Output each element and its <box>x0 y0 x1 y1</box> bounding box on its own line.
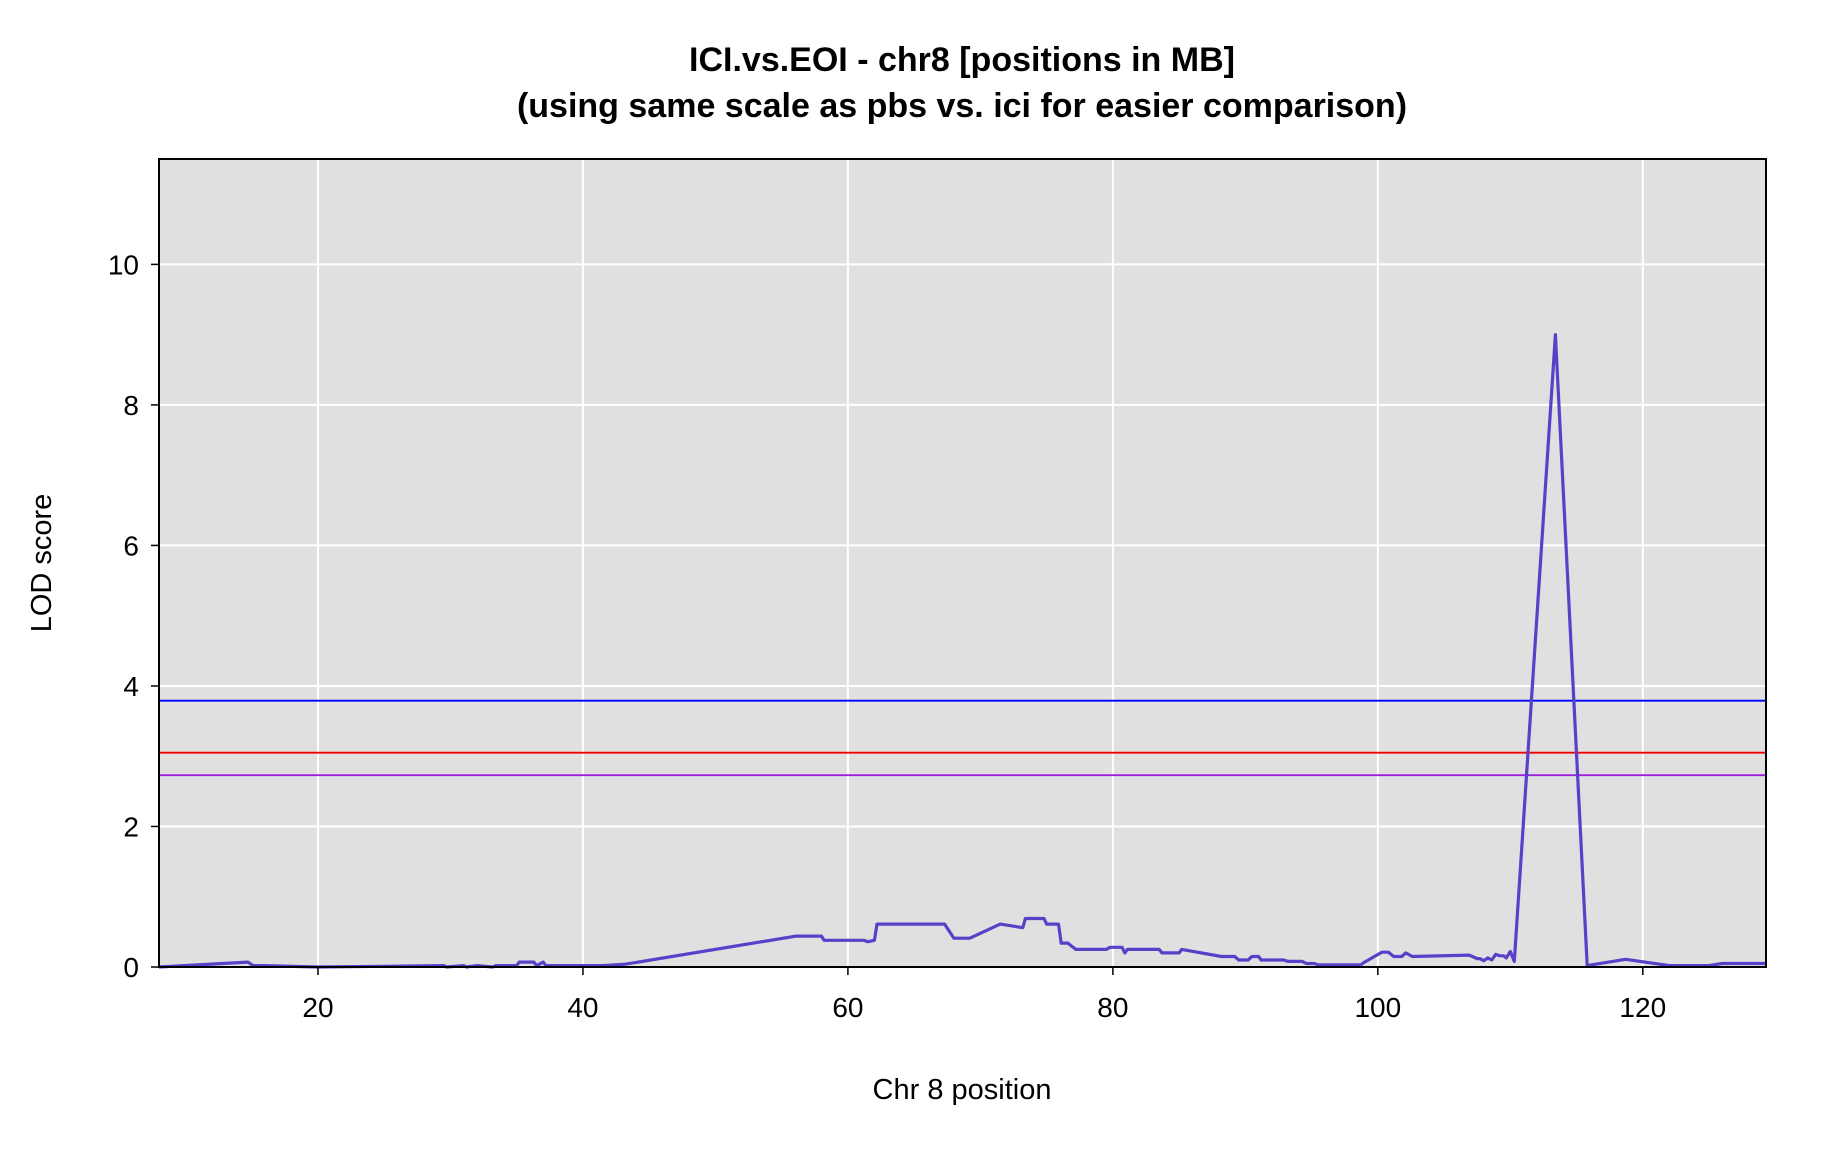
x-tick-label: 80 <box>1097 992 1128 1023</box>
x-axis-label: Chr 8 position <box>873 1074 1052 1106</box>
gridlines <box>159 159 1766 967</box>
x-tick-label: 20 <box>302 992 333 1023</box>
chart-title: ICI.vs.EOI - chr8 [positions in MB] <box>689 41 1235 79</box>
x-axis-ticks: 20 40 60 80 100 120 <box>302 967 1666 1023</box>
x-tick-label: 60 <box>832 992 863 1023</box>
plot-area <box>159 159 1766 967</box>
y-axis-ticks: 0 2 4 6 8 10 <box>108 249 159 983</box>
threshold-lines <box>159 699 1766 777</box>
y-tick-label: 8 <box>123 390 139 421</box>
chart-subtitle: (using same scale as pbs vs. ici for eas… <box>517 87 1407 125</box>
plot-frame <box>158 158 1767 968</box>
y-axis-label: LOD score <box>26 494 58 633</box>
x-tick-label: 40 <box>567 992 598 1023</box>
lod-series-line <box>158 333 1766 969</box>
series-layer <box>158 333 1766 969</box>
x-tick-label: 120 <box>1619 992 1666 1023</box>
x-tick-label: 100 <box>1354 992 1401 1023</box>
y-tick-label: 4 <box>123 671 139 702</box>
y-tick-label: 2 <box>123 811 139 842</box>
y-tick-label: 6 <box>123 530 139 561</box>
y-tick-label: 0 <box>123 952 139 983</box>
y-tick-label: 10 <box>108 249 139 280</box>
